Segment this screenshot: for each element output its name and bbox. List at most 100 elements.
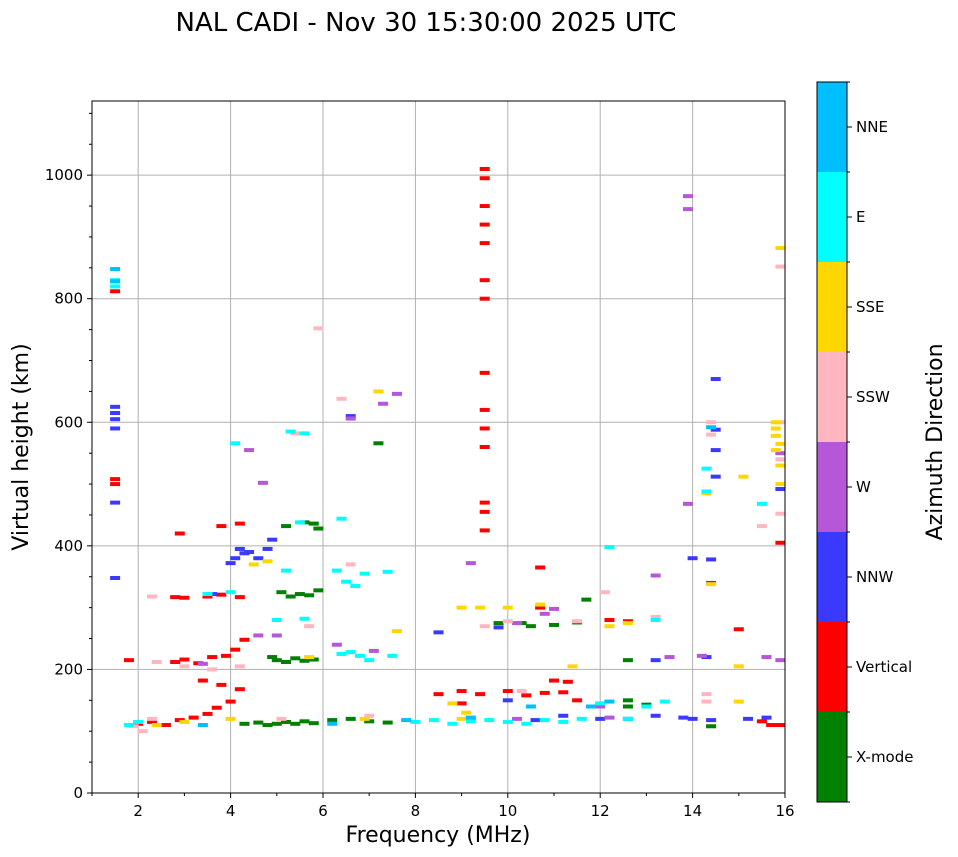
data-point-e [345, 650, 356, 655]
x-axis-ticks: 2 4 6 8 10 12 14 16 [91, 793, 795, 820]
data-point-vertical [433, 692, 444, 697]
data-point-w [682, 207, 693, 212]
data-point-nnw [743, 716, 754, 721]
colorbar-frame [816, 81, 848, 803]
data-point-e [202, 592, 213, 597]
chart-title: NAL CADI - Nov 30 15:30:00 2025 UTC [176, 8, 677, 38]
x-tick-label: 2 [133, 802, 143, 820]
data-point-e [558, 719, 569, 724]
data-point-w [253, 633, 264, 638]
data-point-nnw [110, 426, 121, 431]
data-point-sse [770, 433, 781, 438]
data-point-x-mode [290, 721, 301, 726]
data-point-sse [567, 664, 578, 669]
data-point-ssw [147, 594, 158, 599]
data-point-e [336, 651, 347, 656]
data-point-nnw [345, 414, 356, 419]
x-tick-label: 8 [411, 802, 421, 820]
data-point-x-mode [290, 656, 301, 661]
data-point-nnw [253, 556, 264, 561]
data-point-ssw [502, 619, 513, 624]
data-point-e [123, 723, 134, 728]
data-point-ssw [207, 667, 218, 672]
data-point-nne [525, 704, 536, 709]
colorbar-segment [817, 82, 847, 172]
data-point-w [549, 606, 559, 611]
data-point-ssw [756, 524, 767, 529]
data-point-ssw [234, 664, 245, 669]
data-point-e [465, 719, 476, 724]
data-point-vertical [479, 500, 490, 505]
data-point-sse [359, 716, 370, 721]
data-point-sse [456, 605, 467, 610]
data-point-sse [535, 602, 546, 607]
data-point-w [604, 715, 615, 720]
data-point-x-mode [706, 724, 717, 729]
data-point-e [382, 569, 393, 574]
data-point-vertical [479, 426, 490, 431]
data-point-e [539, 718, 550, 723]
y-tick-label: 1000 [45, 166, 83, 184]
data-point-ssw [151, 660, 162, 665]
data-point-vertical [756, 719, 767, 724]
data-point-nnw [687, 556, 698, 561]
data-point-nnw [710, 448, 721, 453]
data-point-vertical [479, 528, 490, 533]
data-point-ssw [650, 614, 661, 619]
data-point-nne [197, 723, 208, 728]
data-point-e [659, 699, 670, 704]
data-point-nnw [230, 556, 241, 561]
data-point-vertical [202, 711, 213, 716]
data-point-w [391, 391, 402, 396]
data-point-w [378, 401, 389, 406]
data-point-vertical [558, 690, 569, 695]
y-tick-label: 0 [73, 784, 83, 802]
data-point-ssw [775, 511, 786, 516]
data-point-vertical [188, 715, 199, 720]
data-point-nnw [244, 550, 255, 555]
data-point-vertical [572, 698, 583, 703]
data-point-x-mode [373, 441, 384, 446]
data-point-e [225, 590, 236, 595]
colorbar-label-ssw: SSW [856, 388, 890, 406]
colorbar-label-nnw: NNW [856, 568, 893, 586]
data-point-vertical [456, 701, 467, 706]
data-point-nnw [650, 658, 661, 663]
data-point-nnw [225, 561, 236, 566]
data-point-e [354, 653, 365, 658]
data-point-vertical [604, 618, 615, 622]
data-point-nnw [761, 715, 772, 720]
data-point-ssw [706, 432, 717, 437]
data-point-e [428, 718, 439, 723]
x-tick-label: 12 [591, 802, 610, 820]
data-point-w [197, 661, 208, 666]
data-point-nne [604, 699, 615, 704]
data-point-vertical [479, 445, 490, 449]
data-point-ssw [516, 689, 527, 694]
data-point-nnw [775, 487, 786, 492]
data-point-sse [447, 701, 458, 706]
data-point-w [539, 611, 550, 616]
data-point-ssw [572, 619, 583, 624]
data-point-w [512, 621, 523, 626]
data-point-e [387, 653, 398, 658]
data-point-nne [110, 267, 121, 272]
data-point-vertical [479, 204, 490, 209]
data-point-nnw [678, 715, 689, 720]
colorbar: X-mode Vertical NNW W SSW SSE E NNE [816, 81, 913, 803]
data-point-e [350, 584, 361, 589]
data-point-nnw [595, 716, 606, 721]
data-point-e [294, 520, 305, 525]
data-point-x-mode [276, 590, 287, 595]
data-point-vertical [535, 605, 546, 610]
colorbar-segment [817, 622, 847, 712]
data-point-nnw [110, 575, 121, 580]
data-point-vertical [479, 222, 490, 227]
data-point-nnw [530, 718, 541, 723]
data-point-vertical [174, 531, 185, 536]
data-point-vertical [123, 658, 134, 663]
data-point-x-mode [281, 660, 292, 665]
data-point-ssw [179, 664, 190, 669]
data-point-vertical [234, 687, 245, 692]
data-point-w [595, 704, 606, 709]
